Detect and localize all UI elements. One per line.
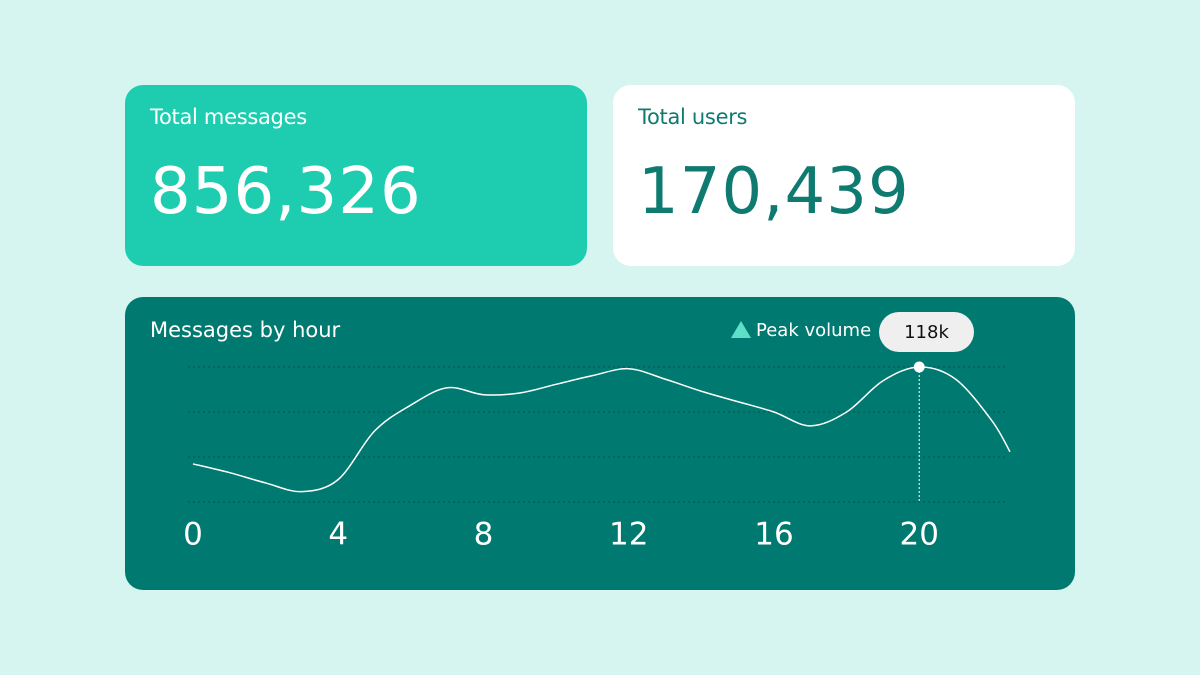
card-value: 170,439: [638, 155, 910, 229]
x-tick-label: 16: [754, 517, 793, 553]
peak-point: [913, 361, 925, 373]
stat-card: Total users 170,439: [613, 85, 1075, 266]
stat-card: Total messages 856,326: [125, 85, 587, 266]
card-title: Total users: [638, 105, 748, 129]
peak-value: 118k: [904, 322, 949, 343]
card-value: 856,326: [150, 155, 422, 229]
chart-title: Messages by hour: [150, 318, 341, 342]
line: [192, 366, 1011, 493]
x-tick-label: 12: [609, 517, 648, 553]
peak-pill: [879, 312, 974, 352]
card-title: Total messages: [150, 105, 307, 129]
legend-label: Peak volume: [756, 320, 871, 341]
chart-card: [125, 297, 1075, 590]
x-tick-label: 4: [328, 517, 348, 553]
x-tick-label: 20: [899, 517, 938, 553]
legend-icon: [731, 321, 751, 338]
x-tick-label: 8: [474, 517, 494, 553]
x-tick-label: 0: [183, 517, 203, 553]
